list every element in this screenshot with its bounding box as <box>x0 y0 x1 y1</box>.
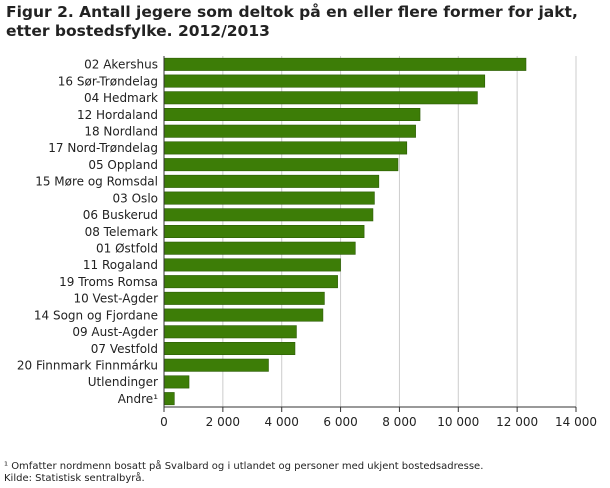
x-tick-label: 10 000 <box>437 415 479 429</box>
x-tick-label: 2 000 <box>206 415 240 429</box>
category-label: Utlendinger <box>88 375 158 389</box>
bar <box>163 392 175 406</box>
bar <box>163 141 408 155</box>
category-label: 19 Troms Romsa <box>59 275 158 289</box>
x-tick-label: 6 000 <box>323 415 357 429</box>
bar <box>163 342 296 355</box>
chart-title: Figur 2. Antall jegere som deltok på en … <box>6 3 578 40</box>
category-label: 18 Nordland <box>84 125 158 139</box>
category-label: 10 Vest-Agder <box>73 292 158 306</box>
bar <box>163 375 190 389</box>
category-label: 16 Sør-Trøndelag <box>58 74 158 88</box>
bar <box>163 275 338 289</box>
category-label: 17 Nord-Trøndelag <box>48 141 158 155</box>
bar <box>163 308 324 322</box>
bar <box>163 108 421 121</box>
bar <box>163 241 356 255</box>
bar <box>163 158 399 172</box>
bar <box>163 57 527 71</box>
bar-chart: 02 Akershus 16 Sør-Trøndelag 04 Hedmark 12 … <box>17 56 597 429</box>
category-label: 09 Aust-Agder <box>72 325 158 339</box>
bar <box>163 358 269 372</box>
category-label: 20 Finnmark Finnmárku <box>17 359 158 373</box>
bar <box>163 225 365 238</box>
x-tick-label: 4 000 <box>265 415 299 429</box>
x-tick-label: 14 000 <box>555 415 597 429</box>
bar <box>163 91 478 105</box>
bar <box>163 208 374 222</box>
category-label: 08 Telemark <box>85 225 158 239</box>
bar <box>163 74 486 88</box>
bar <box>163 124 416 138</box>
category-label: 14 Sogn og Fjordane <box>34 308 158 322</box>
category-label: 12 Hordaland <box>77 108 158 122</box>
bar <box>163 325 297 339</box>
x-tick-label: 0 <box>160 415 168 429</box>
bar <box>163 174 380 188</box>
footnote: ¹ Omfatter nordmenn bosatt på Svalbard o… <box>4 461 484 472</box>
bar <box>163 291 325 305</box>
source-note: Kilde: Statistisk sentralbyrå. <box>4 473 145 484</box>
category-label: 06 Buskerud <box>83 208 158 222</box>
category-label: 04 Hedmark <box>84 91 158 105</box>
x-tick-label: 8 000 <box>382 415 416 429</box>
bars <box>163 57 527 406</box>
category-labels: 02 Akershus 16 Sør-Trøndelag 04 Hedmark 12 … <box>17 58 158 406</box>
category-label: 05 Oppland <box>88 158 158 172</box>
category-label: 15 Møre og Romsdal <box>35 175 158 189</box>
x-axis-ticks: 0 2 000 4 000 6 000 8 000 10 000 12 000 14 000 <box>160 56 597 429</box>
category-label: 07 Vestfold <box>91 342 158 356</box>
category-label: 11 Rogaland <box>83 258 158 272</box>
category-label: Andre¹ <box>118 392 158 406</box>
category-label: 03 Oslo <box>113 191 158 205</box>
category-label: 02 Akershus <box>84 58 158 72</box>
category-label: 01 Østfold <box>96 242 158 256</box>
x-tick-label: 12 000 <box>496 415 538 429</box>
bar <box>163 191 375 205</box>
bar <box>163 258 341 272</box>
